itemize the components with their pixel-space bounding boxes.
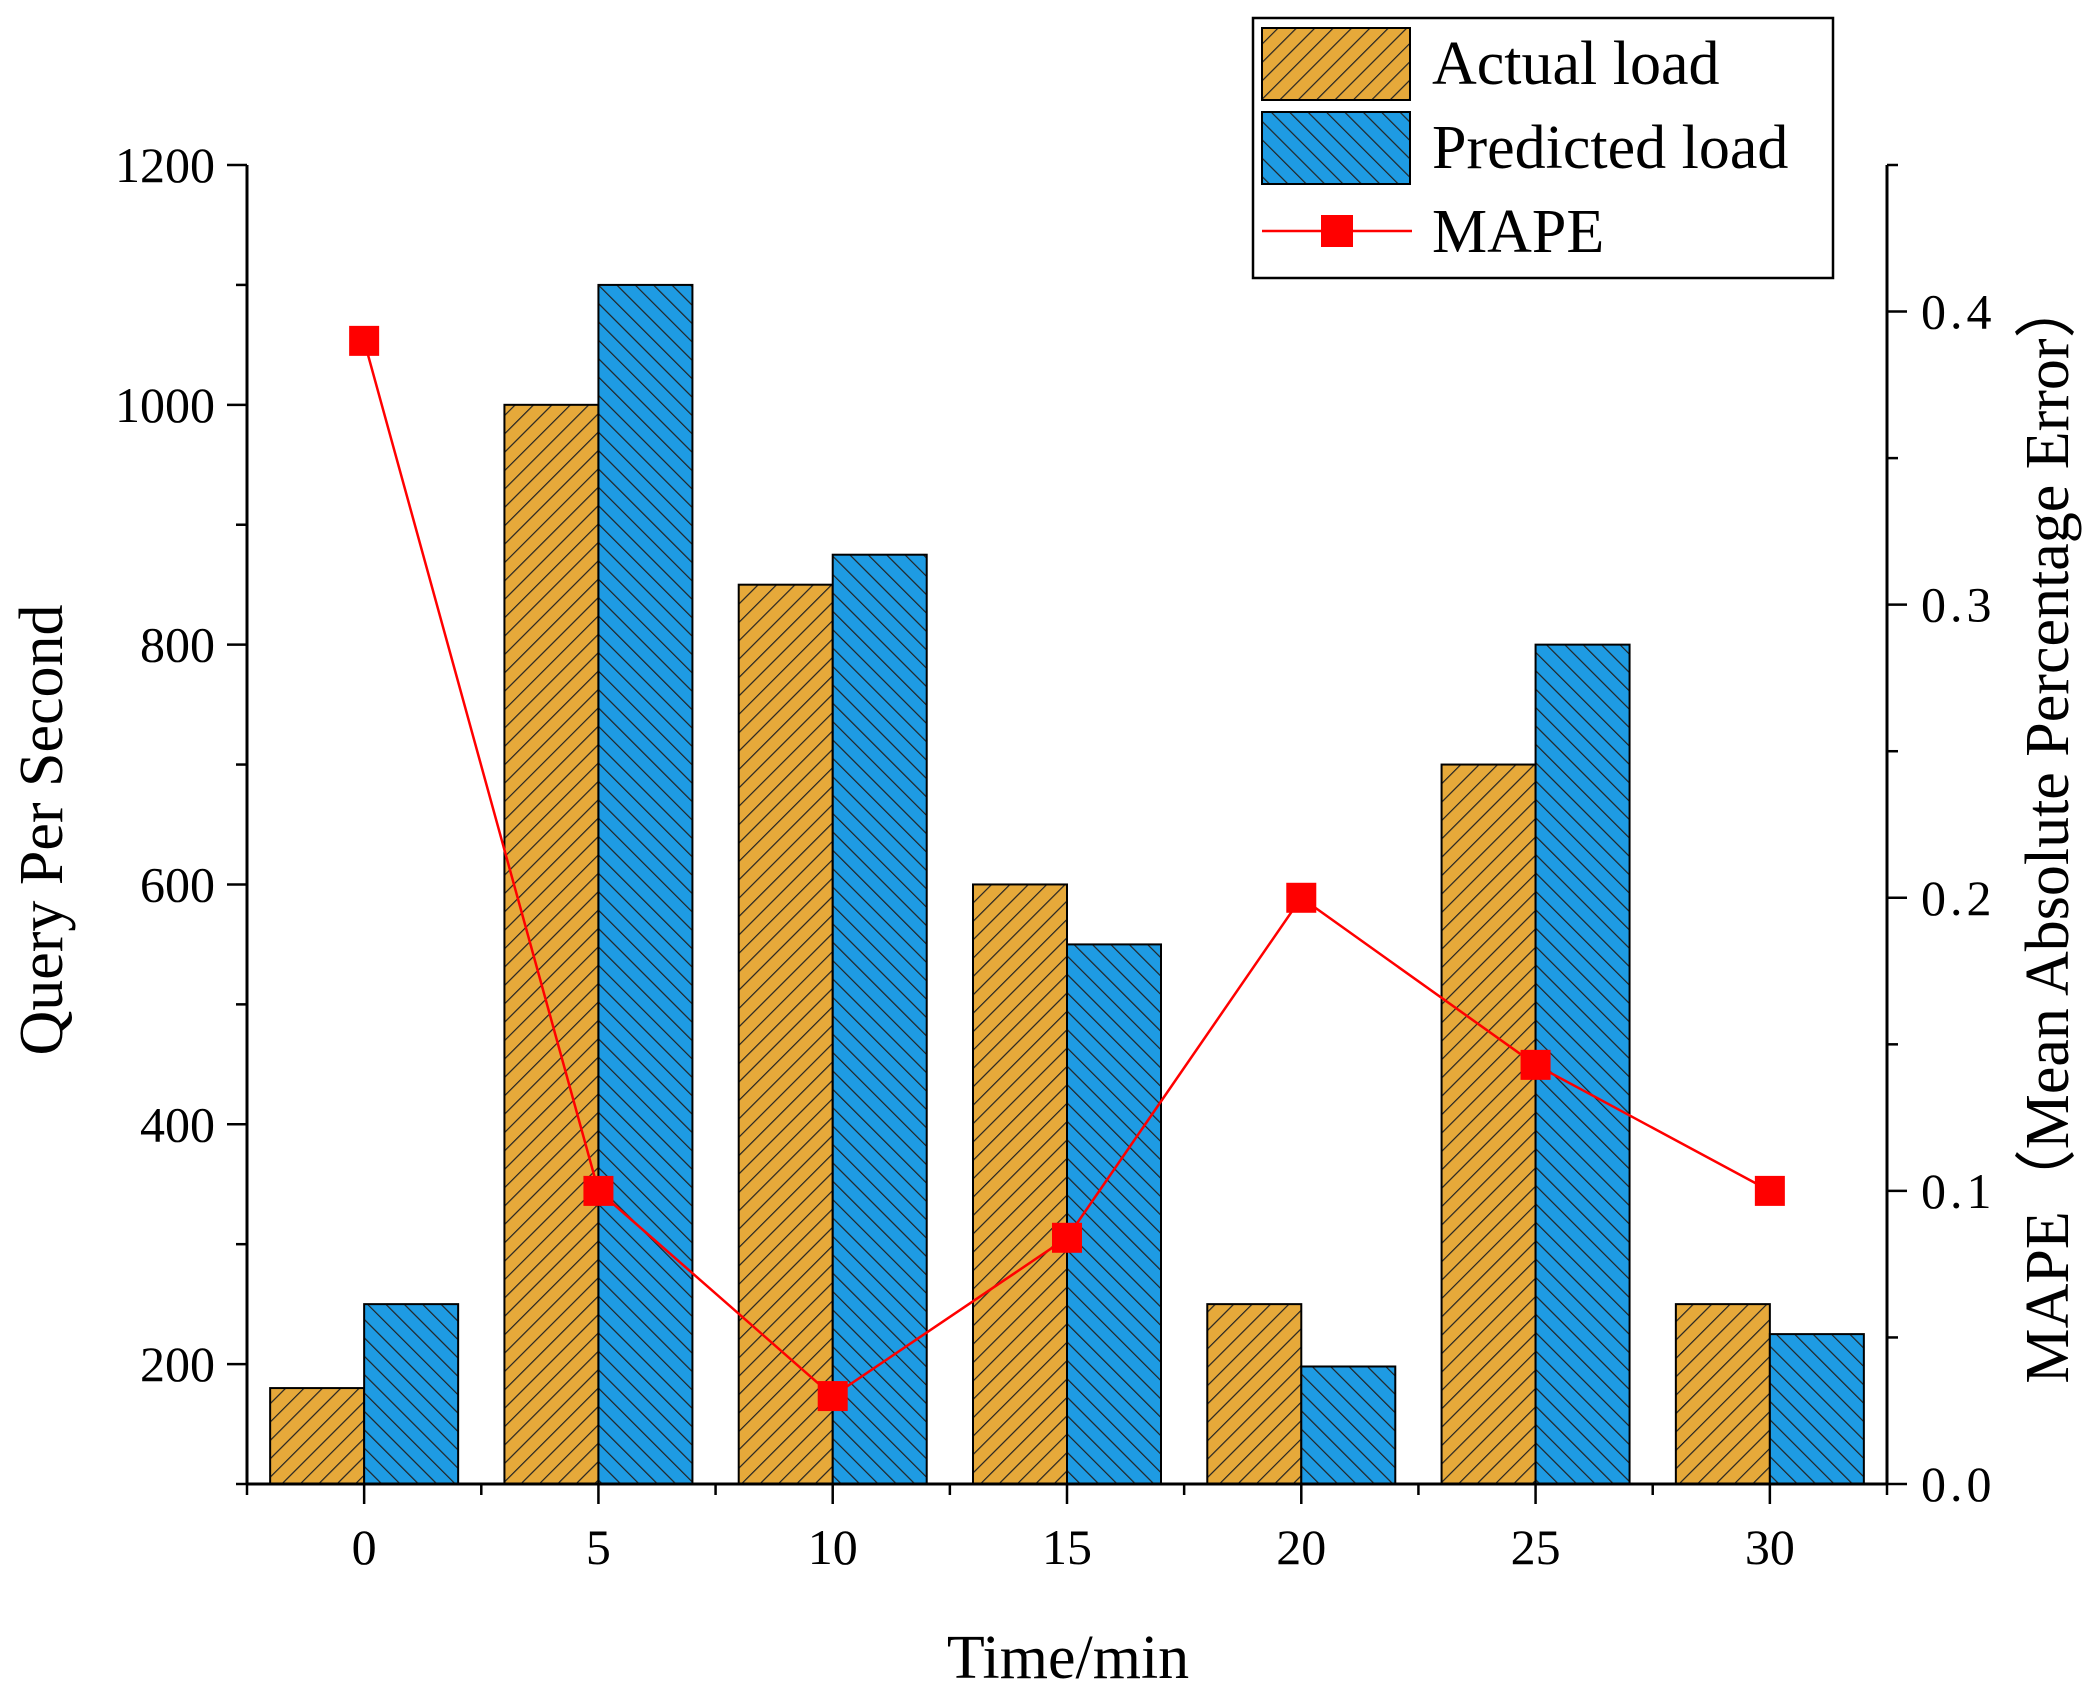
axes: 200 400 600 800 1000 1200 0.0 0.1 0.2 0.3 0.4 0 5 10 1… xyxy=(115,137,1996,1575)
y-tick-label-800: 800 xyxy=(140,617,215,673)
bar-actual-15 xyxy=(972,883,1068,1485)
mape-point-0 xyxy=(349,325,380,356)
y2-tick-label-0.2: 0.2 xyxy=(1921,870,1996,926)
bar-actual-0 xyxy=(269,1387,366,1486)
mape-point-30 xyxy=(1754,1175,1785,1206)
legend-swatch-actual xyxy=(1261,27,1411,101)
bar-actual-30 xyxy=(1674,1303,1771,1485)
legend-label-predicted: Predicted load xyxy=(1432,114,1788,182)
x-tick-label-15: 15 xyxy=(1042,1519,1092,1575)
y2-tick-label-0.0: 0.0 xyxy=(1921,1456,1996,1512)
x-tick-label-5: 5 xyxy=(586,1519,611,1575)
bar-predicted-30 xyxy=(1768,1333,1865,1486)
y-tick-label-200: 200 xyxy=(140,1336,215,1392)
x-tick-label-30: 30 xyxy=(1745,1519,1795,1575)
bar-actual-10 xyxy=(737,583,834,1485)
bar-predicted-25 xyxy=(1534,643,1631,1485)
legend-label-actual: Actual load xyxy=(1432,30,1720,98)
bars-group xyxy=(269,283,1865,1486)
mape-point-10 xyxy=(817,1381,848,1412)
legend-swatch-predicted xyxy=(1261,111,1411,185)
x-tick-label-25: 25 xyxy=(1511,1519,1561,1575)
bar-predicted-20 xyxy=(1300,1365,1397,1486)
bar-predicted-0 xyxy=(363,1303,460,1485)
y-tick-label-1200: 1200 xyxy=(115,137,215,193)
legend-label-mape: MAPE xyxy=(1432,198,1604,266)
y-axis-title: Query Per Second xyxy=(8,604,76,1055)
y2-axis-title: MAPE（Mean Absolute Percentage Error） xyxy=(2014,276,2082,1383)
mape-point-25 xyxy=(1520,1049,1551,1080)
x-tick-label-10: 10 xyxy=(808,1519,858,1575)
y2-tick-label-0.4: 0.4 xyxy=(1921,284,1996,340)
y2-tick-label-0.3: 0.3 xyxy=(1921,577,1996,633)
mape-series xyxy=(349,325,1785,1412)
legend-marker-mape xyxy=(1321,215,1353,247)
y-tick-label-600: 600 xyxy=(140,856,215,912)
bar-predicted-10 xyxy=(831,553,928,1485)
x-tick-label-0: 0 xyxy=(352,1519,377,1575)
y-tick-label-1000: 1000 xyxy=(115,377,215,433)
bar-actual-5 xyxy=(503,403,600,1485)
bar-predicted-5 xyxy=(597,283,694,1486)
x-axis-title: Time/min xyxy=(947,1624,1189,1692)
x-tick-label-20: 20 xyxy=(1276,1519,1326,1575)
legend: Actual load Predicted load MAPE xyxy=(1251,16,1835,280)
mape-point-15 xyxy=(1052,1222,1082,1253)
bar-actual-25 xyxy=(1440,763,1537,1485)
bar-actual-20 xyxy=(1206,1303,1303,1485)
y-tick-label-400: 400 xyxy=(140,1096,215,1152)
mape-point-20 xyxy=(1286,882,1317,913)
mape-point-5 xyxy=(583,1175,614,1206)
y2-tick-label-0.1: 0.1 xyxy=(1921,1163,1996,1219)
bar-predicted-15 xyxy=(1066,943,1162,1485)
